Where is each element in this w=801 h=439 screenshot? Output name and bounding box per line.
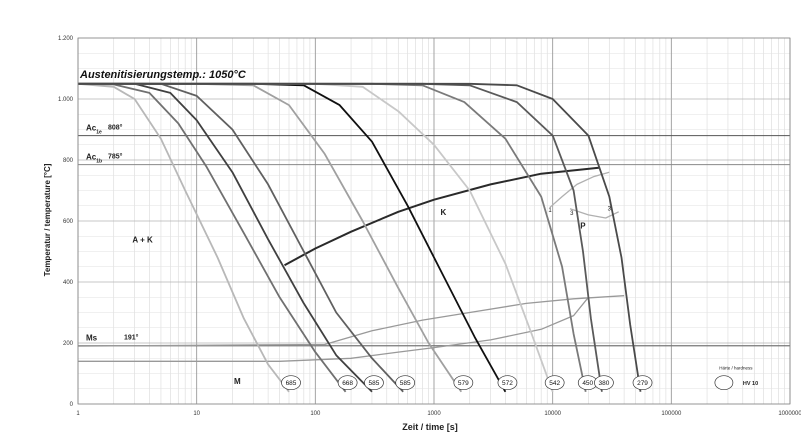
- cooling-curve-542: [78, 82, 554, 393]
- annotations: A + K K P M 1 3 3: [132, 206, 611, 386]
- x-tick-label: 1000000: [778, 411, 801, 417]
- hardness-value: 450: [582, 380, 593, 387]
- region-number: 3: [608, 206, 612, 212]
- axes: 1 10 100 1000 10000 100000 1000000 0 200 400 600 80…: [58, 36, 801, 417]
- cooling-curves: [77, 82, 642, 393]
- y-tick-label: 1.200: [58, 36, 74, 42]
- hardness-value: 585: [369, 380, 380, 387]
- y-tick-label: 200: [63, 341, 74, 347]
- hardness-legend-unit: HV 10: [743, 381, 758, 387]
- hardness-legend-label: Härte / hardness: [719, 366, 753, 371]
- hardness-value: 380: [598, 380, 609, 387]
- y-axis-label: Temperatur / temperature [°C]: [43, 163, 52, 276]
- x-tick-label: 1000: [427, 411, 441, 417]
- region-number: 1: [548, 208, 552, 214]
- x-tick-label: 1: [76, 411, 80, 417]
- hline-value-ac1e: 808°: [108, 124, 123, 132]
- region-label: P: [580, 222, 586, 231]
- transformation-lines: [77, 166, 625, 362]
- region-label: A + K: [132, 235, 153, 244]
- transformation-line: [78, 296, 589, 362]
- hardness-value: 668: [342, 380, 353, 387]
- hardness-value: 585: [400, 380, 411, 387]
- cooling-curve-279: [78, 82, 642, 392]
- transformation-line: [549, 171, 610, 208]
- cooling-curve-685: [77, 82, 290, 393]
- x-tick-label: 10: [193, 411, 200, 417]
- region-label: K: [441, 208, 447, 217]
- y-tick-label: 0: [70, 402, 74, 408]
- hline-value-ms: 191°: [124, 334, 139, 342]
- hardness-circle: [453, 375, 474, 391]
- cooling-curve-585: [78, 82, 404, 393]
- hardness-markers: 685 668 585 585 579 572 542 450 380 279 Härte / ha…: [281, 366, 758, 391]
- transformation-line: [77, 295, 625, 347]
- x-tick-label: 10000: [544, 411, 561, 417]
- hardness-legend-circle: [714, 375, 734, 391]
- hardness-value: 572: [502, 380, 513, 387]
- hardness-circle: [395, 375, 416, 391]
- hardness-circle: [594, 375, 614, 391]
- hline-subscript: 1b: [96, 159, 102, 165]
- hardness-circle: [337, 375, 358, 391]
- hline-label-ms: Ms: [86, 334, 98, 343]
- region-number: 3: [570, 211, 574, 217]
- x-tick-label: 100000: [661, 411, 682, 417]
- hardness-circle: [632, 375, 653, 391]
- hardness-circle: [281, 375, 301, 391]
- y-tick-label: 400: [63, 280, 74, 286]
- hardness-value: 279: [637, 380, 648, 387]
- cooling-curve-585: [78, 82, 373, 393]
- transformation-line: [284, 166, 601, 267]
- chart-title: Austenitisierungstemp.: 1050°C: [79, 69, 247, 81]
- x-tick-label: 100: [310, 411, 321, 417]
- cooling-curve-668: [77, 82, 347, 393]
- y-tick-label: 600: [63, 219, 74, 225]
- hline-subscript: 1e: [96, 130, 102, 136]
- plot-frame: [77, 37, 791, 405]
- hardness-circle: [497, 375, 518, 391]
- region-label: M: [234, 377, 241, 386]
- hardness-circle: [544, 375, 565, 391]
- x-axis-label: Zeit / time [s]: [402, 422, 458, 432]
- hardness-circle: [364, 375, 384, 391]
- hline-value-ac1b: 785°: [108, 153, 123, 161]
- hardness-value: 579: [458, 380, 469, 387]
- y-tick-label: 1.000: [58, 97, 74, 103]
- y-tick-label: 800: [63, 158, 74, 164]
- hardness-value: 542: [549, 380, 560, 387]
- hardness-value: 685: [286, 380, 297, 387]
